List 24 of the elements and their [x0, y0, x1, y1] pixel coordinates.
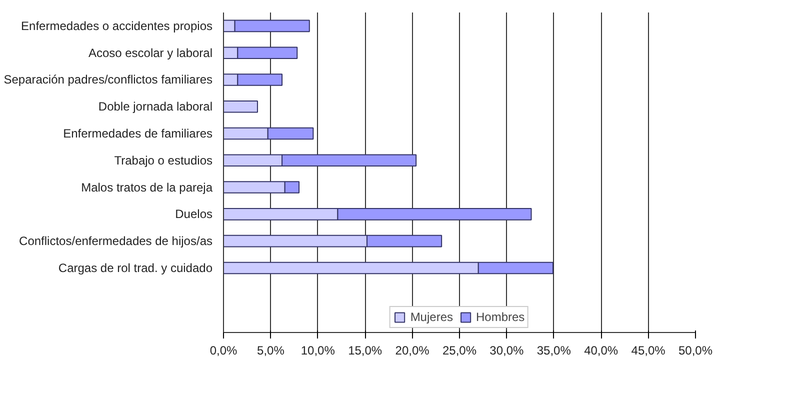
legend-label: Hombres [476, 310, 525, 324]
x-tick-label: 30,0% [490, 344, 524, 358]
legend-label: Mujeres [410, 310, 453, 324]
x-tick-label: 35,0% [536, 344, 572, 358]
x-tick-label: 15,0% [348, 344, 382, 358]
y-tick-label: Doble jornada laboral [98, 100, 212, 114]
y-tick-label: Cargas de rol trad. y cuidado [58, 260, 213, 275]
x-tick-label: 5,0% [257, 344, 285, 358]
x-tick-label: 50,0% [678, 344, 713, 358]
y-tick-label: Conflictos/enfermedades de hijos/as [19, 234, 213, 248]
y-tick-label: Trabajo o estudios [114, 153, 212, 168]
y-tick-label: Acoso escolar y laboral [88, 46, 212, 60]
bar [224, 100, 258, 113]
x-tick-label: 25,0% [442, 344, 477, 358]
y-tick-label: Duelos [175, 207, 213, 222]
x-tick-label: 40,0% [584, 344, 618, 358]
x-tick-label: 10,0% [300, 344, 336, 358]
x-tick-label: 20,0% [395, 344, 430, 358]
y-tick-label: Enfermedades o accidentes propios [21, 18, 213, 33]
y-tick-label: Enfermedades de familiares [63, 126, 213, 141]
x-tick-label: 45,0% [631, 344, 666, 358]
y-tick-label: Malos tratos de la pareja [81, 180, 213, 194]
x-tick-label: 0,0% [210, 344, 238, 358]
y-tick-label: Separación padres/conflictos familiares [4, 72, 213, 87]
